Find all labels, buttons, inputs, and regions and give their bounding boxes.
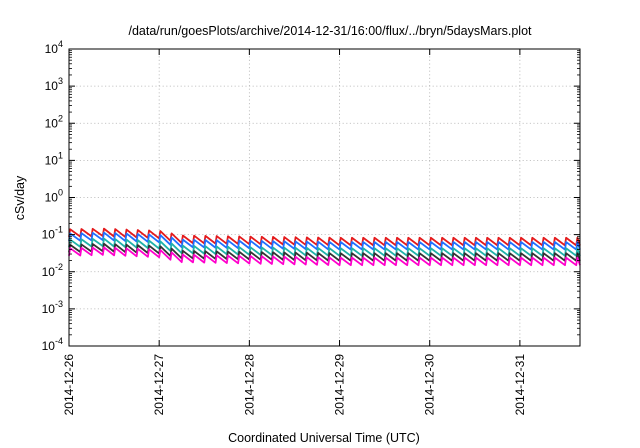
y-tick-label: 10-2 [42,262,63,279]
x-tick-label: 2014-12-26 [62,354,76,416]
series-line [68,231,581,251]
y-tick-label: 101 [45,150,63,167]
series-group [68,227,581,267]
ticks: 10-4 10-3 10-2 10-1 100 101 102 103 104 2014-12-2… [42,39,580,415]
chart-title: /data/run/goesPlots/archive/2014-12-31/1… [128,24,532,38]
x-tick-label: 2014-12-27 [152,354,166,416]
y-tick-label: 102 [45,113,63,130]
y-axis-label: cSv/day [13,175,27,220]
series-line [68,246,581,267]
y-tick-label: 10-1 [42,225,63,242]
x-tick-label: 2014-12-31 [513,354,527,416]
y-tick-label: 104 [45,39,63,56]
x-tick-label: 2014-12-29 [333,354,347,416]
y-tick-label: 103 [45,76,63,93]
y-tick-label: 10-3 [42,299,63,316]
series-line [68,227,581,247]
grid [69,49,580,346]
x-tick-label: 2014-12-30 [423,354,437,416]
y-tick-label: 100 [45,188,63,205]
x-tick-label: 2014-12-28 [242,354,256,416]
y-tick-label: 10-4 [42,336,63,353]
x-axis-label: Coordinated Universal Time (UTC) [228,431,420,445]
